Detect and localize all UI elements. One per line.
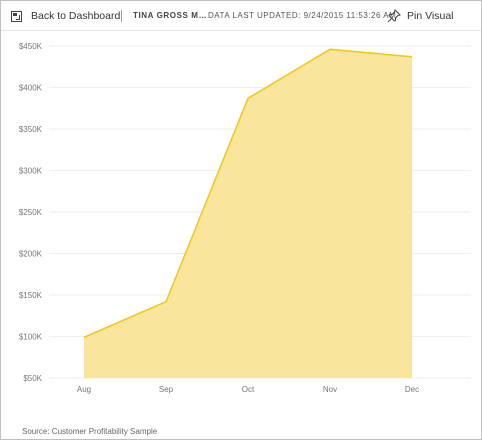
toolbar-divider bbox=[121, 10, 122, 22]
y-tick-label: $250K bbox=[19, 208, 43, 217]
y-axis-labels: $50K $100K $150K $200K $250K $300K $350K $400K $… bbox=[19, 42, 43, 383]
source-note: Source: Customer Profitability Sample bbox=[22, 427, 158, 436]
pin-icon bbox=[387, 9, 401, 23]
y-tick-label: $300K bbox=[19, 167, 43, 176]
data-last-updated: DATA LAST UPDATED: 9/24/2015 11:53:26 AM bbox=[208, 11, 397, 20]
x-tick-label: Aug bbox=[77, 385, 91, 394]
pin-visual-button[interactable]: Pin Visual bbox=[387, 7, 454, 25]
y-tick-label: $100K bbox=[19, 333, 43, 342]
area-series-fill bbox=[84, 49, 412, 378]
pin-visual-label: Pin Visual bbox=[407, 10, 454, 22]
y-tick-label: $200K bbox=[19, 250, 43, 259]
back-to-dashboard-label: Back to Dashboard bbox=[31, 10, 121, 22]
x-tick-label: Dec bbox=[405, 385, 419, 394]
y-tick-label: $400K bbox=[19, 84, 43, 93]
back-to-dashboard-button[interactable]: Back to Dashboard bbox=[11, 7, 120, 25]
area-chart: $50K $100K $150K $200K $250K $300K $350K $400K $… bbox=[19, 42, 471, 394]
area-series-line bbox=[83, 48, 413, 339]
y-tick-label: $350K bbox=[19, 125, 43, 134]
x-tick-label: Sep bbox=[159, 385, 174, 394]
x-tick-label: Oct bbox=[242, 385, 255, 394]
y-tick-label: $50K bbox=[23, 374, 42, 383]
toolbar: Back to Dashboard TINA GROSS MA... DATA … bbox=[1, 1, 481, 31]
y-tick-label: $150K bbox=[19, 291, 43, 300]
report-title: TINA GROSS MA... bbox=[133, 11, 208, 20]
y-tick-label: $450K bbox=[19, 42, 43, 51]
x-axis-labels: Aug Sep Oct Nov Dec bbox=[77, 385, 419, 394]
back-dashboard-icon bbox=[11, 10, 22, 22]
x-tick-label: Nov bbox=[323, 385, 337, 394]
